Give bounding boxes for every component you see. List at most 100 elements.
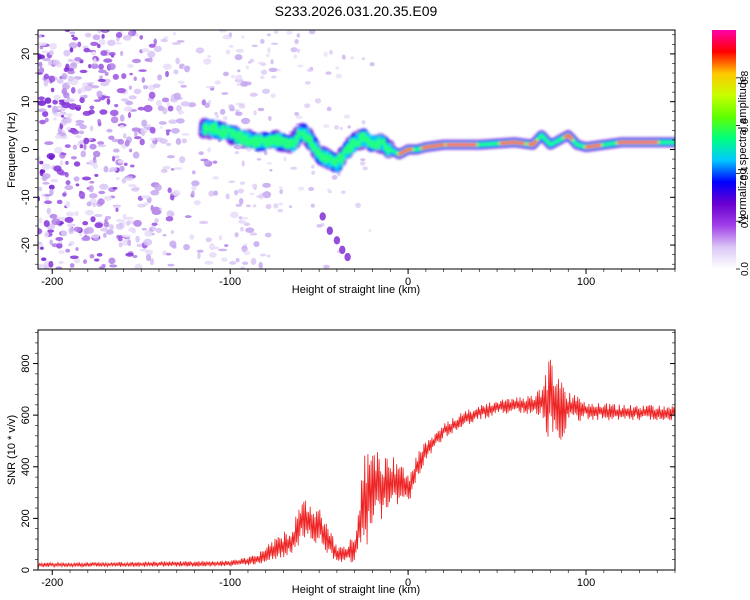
spectrogram-noise-blob [267,33,271,37]
spectrogram-noise-blob [140,129,146,137]
spectrogram-noise-blob [249,192,255,196]
spectrogram-noise-blob [49,213,58,219]
spectrogram-branch-blob [339,245,346,255]
spectrogram-noise-blob [65,248,71,253]
spectrogram-noise-blob [83,228,89,235]
spectrogram-noise-blob [239,220,247,224]
snr-x-ticks: -200 -100 0 100 [41,570,676,589]
spectrogram-noise-blob [47,104,52,108]
spectrogram-noise-blob [234,151,240,155]
spectrogram-noise-blob [235,48,244,53]
spectrogram-noise-blob [55,236,64,241]
spectrogram-noise-blob [173,167,183,170]
spectrogram-noise-blob [96,90,103,98]
spectrogram-noise-blob [94,173,99,177]
spectrogram-noise-blob [267,47,271,54]
spectrogram-noise-blob [55,266,63,269]
spectrogram-noise-blob [118,242,123,248]
snr-y-ticks: 0 200 400 600 800 [20,332,675,573]
spectrogram-noise-blob [103,165,109,173]
spectrogram-noise-blob [93,159,97,164]
spectrogram-noise-blob [145,249,153,256]
spectrogram-x-tick-label: -200 [41,276,63,288]
spectrogram-noise-blob [311,164,315,169]
spectrogram-noise-blob [120,98,129,102]
spectrogram-noise-blob [125,216,134,220]
spectrogram-noise-blob [98,69,107,74]
spectrogram-noise-blob [134,263,143,269]
spectrogram-noise-blob [69,47,74,53]
spectrogram-noise-blob [41,50,48,54]
spectrogram-y-tick-label: 10 [20,96,32,108]
spectrogram-noise-blob [97,118,102,124]
spectrogram-noise-blob [53,165,62,172]
spectrogram-noise-blob [255,195,263,198]
spectrogram-noise-blob [38,96,45,101]
spectrogram-noise-blob [150,204,154,212]
spectrogram-trace-peak [421,143,445,150]
spectrogram-noise-blob [290,47,298,53]
spectrogram-noise-blob [51,218,61,226]
spectrogram-noise-blob [93,237,100,241]
spectrogram-noise-blob [162,234,167,237]
spectrogram-noise-blob [78,130,85,135]
spectrogram-noise-blob [68,243,72,247]
spectrogram-noise-blob [198,220,209,225]
spectrogram-noise-blob [228,180,235,184]
spectrogram-noise-blob [84,85,93,92]
spectrogram-noise-blob [49,239,53,246]
spectrogram-noise-blob [243,222,251,226]
spectrogram-noise-blob [247,148,252,152]
spectrogram-noise-blob [355,202,361,208]
spectrogram-noise-blob [89,254,95,259]
spectrogram-noise-blob [259,75,265,80]
spectrogram-noise-blob [189,234,195,240]
spectrogram-noise-blob [50,178,58,183]
spectrogram-noise-blob [293,54,298,59]
spectrogram-noise-blob [157,105,165,111]
spectrogram-noise-blob [56,199,63,205]
spectrogram-noise-blob [53,146,63,154]
spectrogram-noise-blob [180,101,190,107]
spectrogram-noise-blob [278,202,283,206]
spectrogram-noise-blob [167,263,175,267]
spectrogram-noise-blob [134,130,138,137]
spectrogram-noise-blob [60,230,68,237]
spectrogram-noise-blob [122,220,126,228]
spectrogram-noise-blob [141,195,151,199]
spectrogram-noise-blob [349,56,355,60]
spectrogram-noise-blob [208,190,215,197]
spectrogram-noise-blob [141,48,150,53]
snr-y-label: SNR (10 * v/v) [6,415,18,485]
spectrogram-noise-blob [65,201,71,208]
spectrogram-noise-blob [49,75,56,83]
spectrogram-noise-blob [75,119,85,124]
spectrogram-noise-blob [239,266,246,269]
spectrogram-noise-blob [325,71,332,75]
spectrogram-noise-blob [38,186,43,192]
spectrogram-noise-blob [163,165,171,170]
spectrogram-noise-blob [94,213,103,218]
spectrogram-noise-blob [198,151,204,156]
spectrogram-noise-blob [222,71,229,77]
spectrogram-noise-blob [213,190,219,196]
spectrogram-noise-blob [267,115,272,122]
spectrogram-noise-blob [279,188,284,195]
spectrogram-noise-blob [58,171,67,176]
spectrogram-noise-blob [64,185,74,191]
spectrogram-noise-blob [66,223,74,228]
spectrogram-noise-blob [38,53,42,60]
spectrogram-noise-blob [183,244,190,251]
spectrogram-noise-blob [74,211,79,217]
spectrogram-noise-blob [121,239,129,246]
spectrogram-noise-blob [43,200,53,205]
spectrogram-noise-blob [129,164,135,168]
spectrogram-noise-blob [115,31,123,39]
spectrogram-y-tick-label: -10 [20,189,32,205]
spectrogram-noise-blob [175,118,185,124]
spectrogram-noise-blob [98,63,104,70]
colorbar-tick-label: 0.2 [740,214,750,228]
spectrogram-noise-blob [78,191,86,199]
spectrogram-noise-blob [133,88,142,95]
spectrogram-noise-blob [67,98,75,102]
